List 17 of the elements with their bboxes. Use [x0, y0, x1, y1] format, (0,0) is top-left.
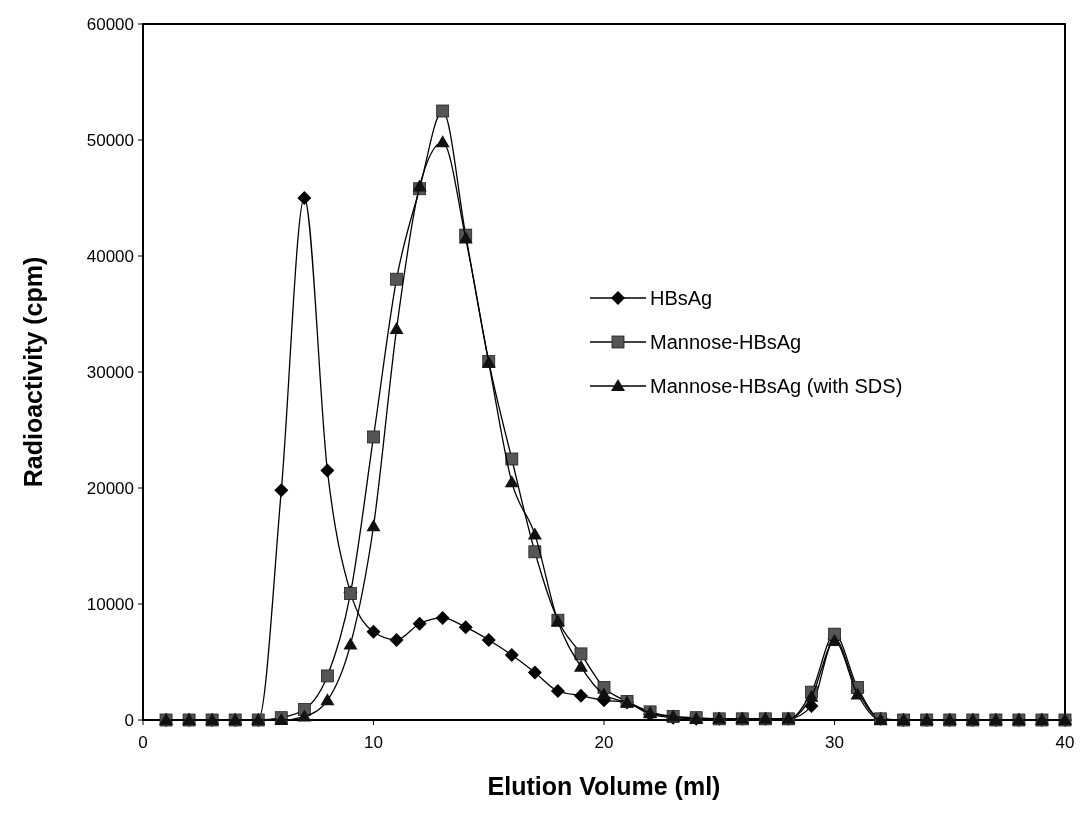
x-tick-label: 0 — [138, 733, 148, 752]
legend-label: HBsAg — [650, 287, 713, 309]
y-tick-label: 10000 — [86, 594, 134, 614]
y-tick-label: 60000 — [86, 14, 134, 34]
x-tick-label: 10 — [364, 733, 383, 752]
y-axis-title: Radioactivity (cpm) — [19, 256, 47, 488]
y-tick-label: 50000 — [86, 130, 134, 150]
legend-label: Mannose-HBsAg (with SDS) — [650, 375, 903, 397]
y-tick-label: 0 — [124, 710, 134, 730]
y-tick-label: 20000 — [86, 478, 134, 498]
legend-label: Mannose-HBsAg — [650, 331, 802, 353]
x-tick-label: 40 — [1055, 733, 1075, 752]
y-tick-label: 40000 — [86, 246, 134, 266]
x-axis-title: Elution Volume (ml) — [487, 772, 721, 800]
x-tick-label: 30 — [825, 733, 844, 752]
x-tick-label: 20 — [594, 733, 614, 752]
y-tick-label: 30000 — [86, 362, 134, 382]
